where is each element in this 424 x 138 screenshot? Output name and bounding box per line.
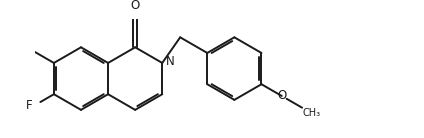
Text: N: N: [166, 55, 175, 68]
Text: O: O: [131, 0, 140, 12]
Text: CH₃: CH₃: [302, 108, 321, 118]
Text: O: O: [277, 89, 286, 102]
Text: F: F: [25, 99, 32, 112]
